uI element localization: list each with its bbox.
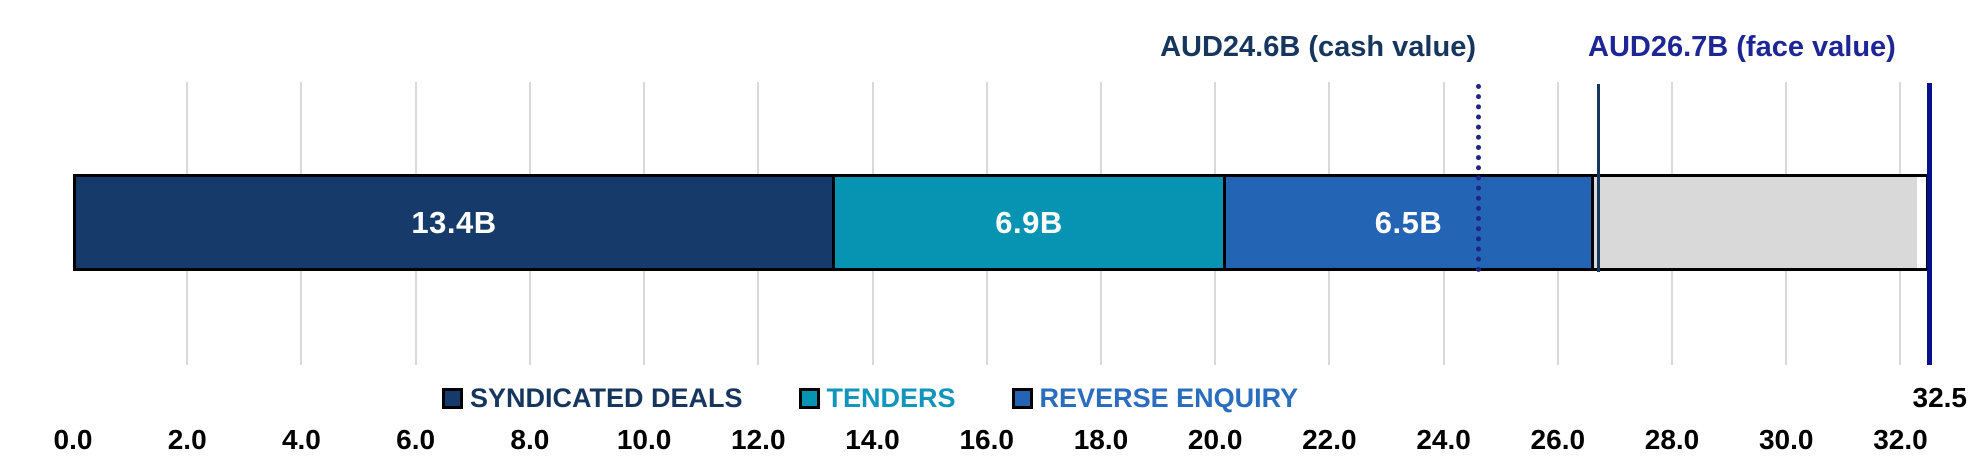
legend-item-tenders: TENDERS xyxy=(798,383,956,413)
x-axis-tick-label: 32.0 xyxy=(1873,424,1928,455)
x-axis-tick-label: 30.0 xyxy=(1758,424,1814,455)
x-axis-tick-label: 4.0 xyxy=(281,424,321,455)
x-axis-tick-label: 14.0 xyxy=(845,424,900,455)
bar-segment-syndicated-deals: 13.4B xyxy=(76,177,836,268)
legend: SYNDICATED DEALS TENDERS REVERSE ENQUIRY xyxy=(442,383,1298,413)
bar-segment-value-label: 6.5B xyxy=(1374,204,1443,240)
legend-item-syndicated-deals: SYNDICATED DEALS xyxy=(442,383,743,413)
legend-label: TENDERS xyxy=(826,383,956,413)
x-axis-tick-label: 2.0 xyxy=(167,424,207,455)
tenders-swatch-icon xyxy=(798,387,820,409)
face-value-line xyxy=(1596,84,1600,272)
x-axis-tick-label: 8.0 xyxy=(510,424,550,455)
stacked-bar: 13.4B 6.9B 6.5B xyxy=(73,174,1929,271)
x-axis-tick-label: 26.0 xyxy=(1530,424,1586,455)
bar-segment-remainder xyxy=(1594,177,1917,268)
axis-end-label: 32.5 xyxy=(1912,382,1968,413)
bar-segment-value-label: 6.9B xyxy=(995,204,1063,240)
total-capacity-line xyxy=(1927,83,1932,365)
x-axis-tick-label: 24.0 xyxy=(1416,424,1471,455)
x-axis-tick-label: 10.0 xyxy=(616,424,672,455)
bar-segment-reverse-enquiry: 6.5B xyxy=(1225,177,1595,268)
legend-item-reverse-enquiry: REVERSE ENQUIRY xyxy=(1011,383,1299,413)
x-axis-tick-label: 22.0 xyxy=(1302,424,1357,455)
cash-value-annotation: AUD24.6B (cash value) xyxy=(1160,31,1476,63)
bar-segment-value-label: 13.4B xyxy=(411,204,497,240)
x-axis-tick-label: 28.0 xyxy=(1644,424,1700,455)
x-axis-tick-label: 20.0 xyxy=(1187,424,1243,455)
syndicated-deals-swatch-icon xyxy=(442,387,463,409)
legend-label: REVERSE ENQUIRY xyxy=(1039,383,1299,413)
bar-segment-tenders: 6.9B xyxy=(835,177,1226,268)
x-axis-tick-label: 12.0 xyxy=(731,424,786,455)
reverse-enquiry-swatch-icon xyxy=(1011,387,1033,409)
x-axis-tick-label: 16.0 xyxy=(959,424,1014,455)
x-axis-tick-label: 18.0 xyxy=(1073,424,1129,455)
x-axis-tick-label: 0.0 xyxy=(53,424,93,455)
cash-value-line xyxy=(1475,84,1481,272)
legend-label: SYNDICATED DEALS xyxy=(470,383,743,413)
x-axis-tick-label: 6.0 xyxy=(396,424,436,455)
face-value-annotation: AUD26.7B (face value) xyxy=(1588,31,1896,63)
